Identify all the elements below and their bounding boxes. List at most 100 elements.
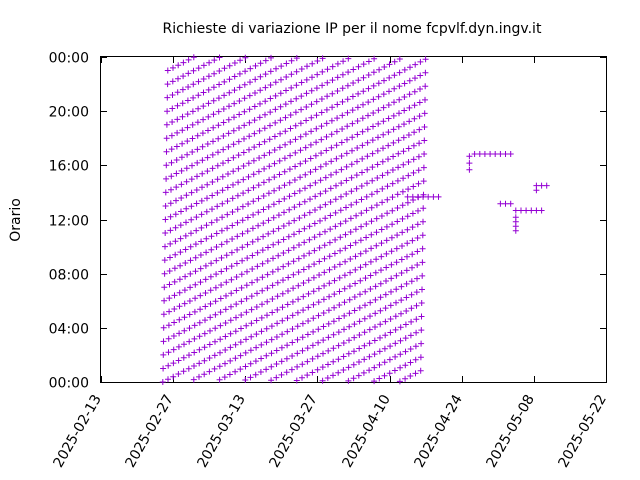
data-point — [300, 307, 307, 314]
data-point — [223, 292, 229, 299]
data-point — [364, 153, 371, 160]
data-point — [386, 61, 393, 68]
data-point — [271, 174, 278, 181]
data-point — [174, 89, 181, 96]
data-point — [333, 169, 340, 176]
data-point — [223, 279, 230, 286]
data-point — [220, 133, 227, 139]
data-point — [208, 219, 215, 226]
data-point — [276, 198, 283, 205]
data-point — [326, 280, 333, 287]
data-point — [222, 347, 229, 353]
data-point — [208, 246, 215, 253]
data-point — [425, 193, 432, 200]
data-point — [375, 107, 382, 114]
data-point — [249, 252, 256, 259]
data-point — [192, 241, 199, 248]
data-point — [369, 137, 376, 144]
data-point — [207, 273, 214, 280]
data-point — [277, 90, 284, 97]
data-point — [297, 147, 304, 154]
data-point — [374, 161, 381, 168]
data-point — [384, 183, 391, 190]
data-point — [310, 315, 317, 322]
data-point — [192, 268, 199, 275]
data-point — [211, 365, 218, 372]
data-point — [218, 227, 225, 234]
data-point — [319, 377, 326, 384]
data-point — [375, 120, 382, 127]
data-point — [239, 244, 246, 251]
data-point — [179, 100, 186, 107]
data-point — [337, 234, 344, 241]
data-point — [268, 363, 275, 370]
data-point — [159, 379, 166, 385]
data-point — [400, 134, 407, 141]
data-point — [193, 187, 200, 193]
data-point — [378, 267, 384, 274]
data-point — [184, 138, 191, 145]
data-point — [422, 83, 429, 90]
data-point — [471, 151, 478, 157]
data-point — [252, 62, 259, 69]
data-point — [256, 141, 263, 148]
data-point — [264, 312, 270, 319]
data-point — [370, 69, 377, 76]
data-point — [342, 218, 349, 225]
data-point — [346, 323, 353, 330]
data-point — [421, 151, 428, 157]
data-point — [409, 251, 416, 258]
data-point — [291, 217, 298, 224]
data-point — [414, 221, 421, 228]
data-point — [306, 209, 313, 216]
data-point — [230, 168, 237, 175]
data-point — [296, 228, 303, 235]
data-point — [201, 357, 208, 364]
data-point — [374, 147, 381, 154]
data-point — [346, 296, 353, 303]
x-tick-label: 2025-04-10 — [339, 392, 394, 470]
data-point — [316, 258, 323, 265]
data-point — [232, 341, 239, 348]
data-point — [237, 352, 244, 359]
data-point — [162, 203, 169, 209]
data-point — [278, 344, 285, 351]
data-point — [476, 151, 483, 157]
data-point — [352, 266, 359, 273]
data-point — [321, 282, 328, 289]
data-point — [239, 257, 246, 264]
data-point — [502, 200, 509, 207]
data-point — [296, 187, 303, 194]
data-point — [262, 57, 269, 64]
data-point — [290, 244, 297, 251]
data-point — [312, 193, 319, 200]
y-tick-label: 00:00 — [49, 51, 89, 67]
data-point — [178, 195, 185, 201]
data-point — [365, 85, 372, 92]
data-point — [187, 284, 194, 291]
data-point — [378, 253, 385, 260]
data-point — [372, 269, 379, 276]
data-point — [250, 184, 257, 191]
data-point — [188, 189, 195, 196]
data-point — [175, 371, 182, 377]
data-point — [404, 213, 411, 220]
data-point — [319, 55, 326, 62]
data-point — [331, 291, 338, 298]
data-point — [242, 377, 249, 383]
data-point — [373, 256, 380, 263]
data-point — [179, 86, 186, 93]
data-point — [263, 325, 270, 332]
data-point — [375, 93, 382, 100]
data-point — [336, 261, 343, 268]
data-point — [259, 287, 266, 294]
data-point — [367, 299, 374, 306]
data-point — [340, 340, 347, 346]
data-point — [397, 351, 404, 358]
data-point — [358, 223, 365, 230]
data-point — [281, 168, 288, 175]
data-point — [317, 177, 324, 184]
data-point — [383, 223, 390, 230]
data-point — [356, 345, 363, 352]
data-point — [194, 119, 201, 126]
